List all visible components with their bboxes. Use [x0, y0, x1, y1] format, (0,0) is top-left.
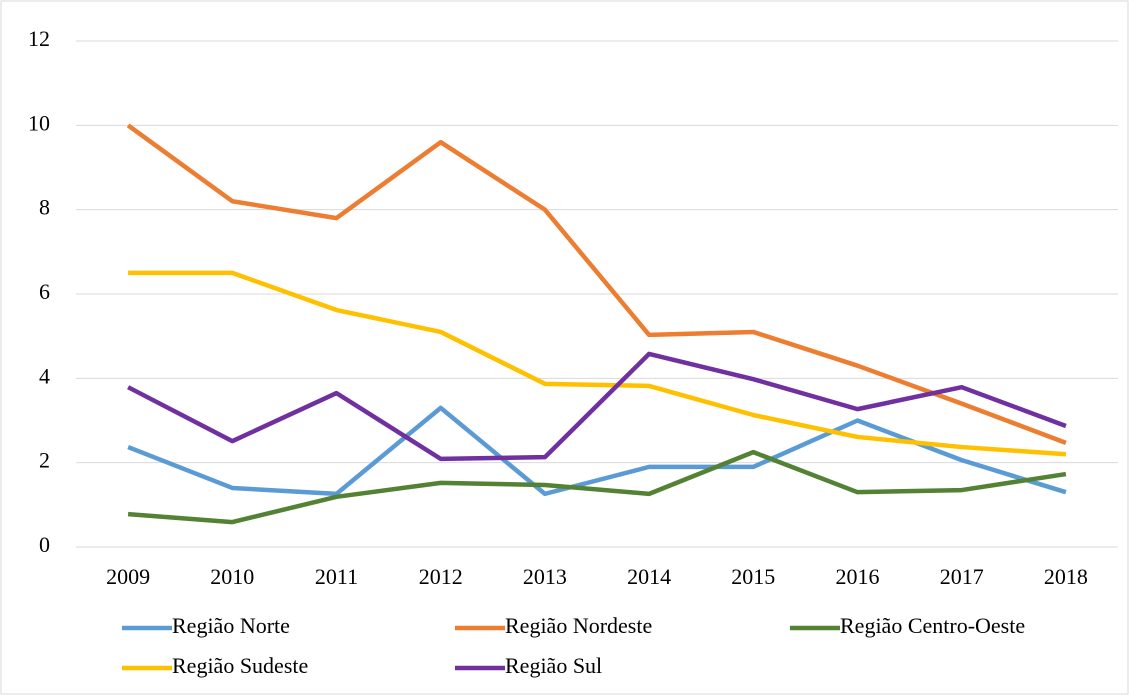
x-tick-label: 2017: [940, 564, 984, 589]
legend-label: Região Norte: [172, 613, 290, 638]
x-tick-label: 2015: [731, 564, 775, 589]
x-tick-label: 2010: [210, 564, 254, 589]
legend-label: Região Nordeste: [505, 613, 652, 638]
series-line: [127, 449, 1067, 525]
legend-label: Região Sul: [505, 653, 602, 678]
x-tick-label: 2012: [419, 564, 463, 589]
legend-label: Região Sudeste: [172, 653, 308, 678]
legend-label: Região Centro-Oeste: [840, 613, 1025, 638]
series-line: [128, 270, 1067, 457]
x-tick-label: 2018: [1044, 564, 1088, 589]
x-tick-label: 2014: [627, 564, 671, 589]
y-tick-label: 12: [28, 26, 50, 51]
y-tick-label: 0: [39, 532, 50, 557]
x-tick-label: 2013: [523, 564, 567, 589]
series-line: [127, 351, 1067, 462]
y-tick-label: 6: [39, 279, 50, 304]
y-tick-label: 8: [39, 195, 50, 220]
y-tick-label: 10: [28, 110, 50, 135]
x-tick-label: 2009: [106, 564, 150, 589]
y-tick-label: 4: [39, 363, 50, 388]
x-tick-label: 2016: [836, 564, 880, 589]
y-tick-label: 2: [39, 448, 50, 473]
series-line: [126, 123, 1067, 445]
x-tick-label: 2011: [315, 564, 358, 589]
